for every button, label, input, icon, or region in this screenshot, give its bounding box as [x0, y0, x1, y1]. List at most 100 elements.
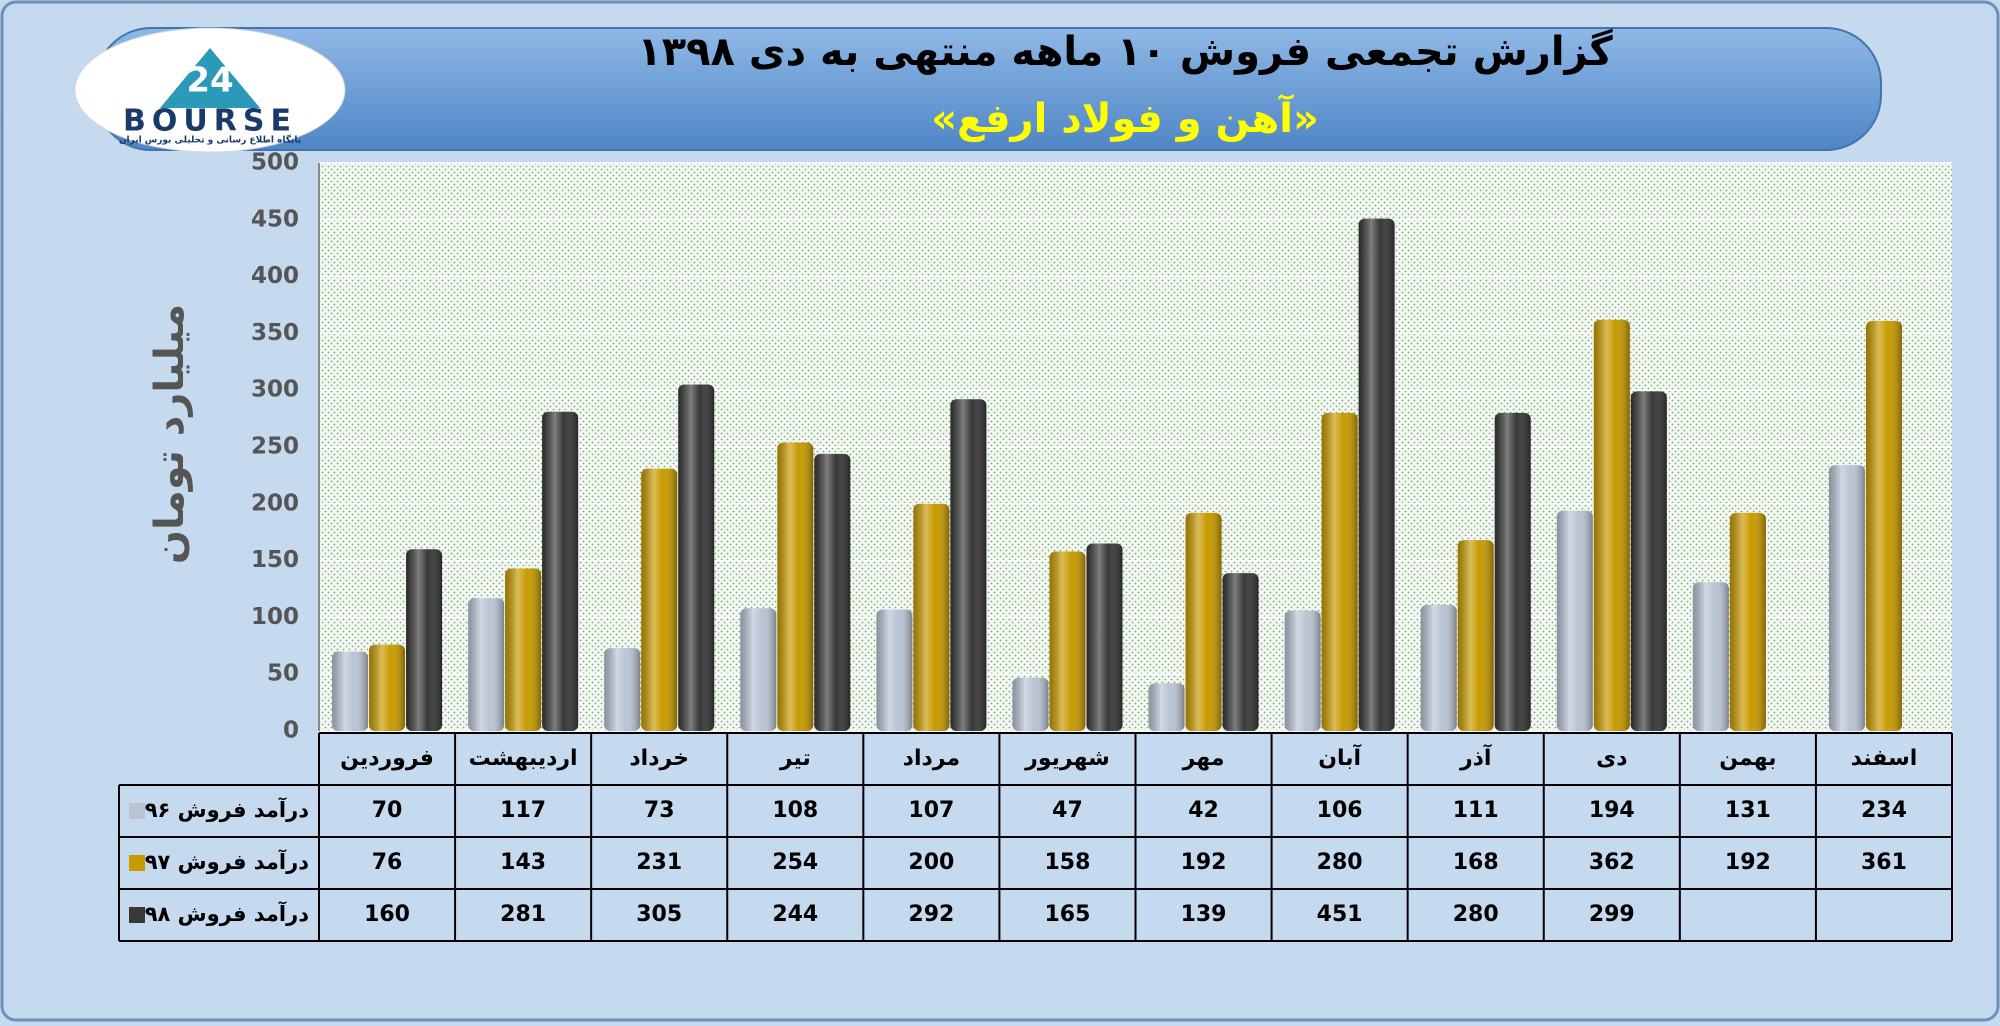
y-tick-label: 300	[251, 377, 299, 403]
x-tick-label: فروردین	[340, 746, 434, 771]
table-value: 165	[1044, 902, 1090, 927]
bar	[1284, 610, 1321, 731]
table-value: 73	[644, 798, 675, 823]
legend-swatch	[129, 803, 145, 819]
x-tick-label: بهمن	[1719, 746, 1776, 771]
y-tick-label: 500	[251, 150, 299, 176]
bar	[1494, 412, 1531, 731]
table-value: 305	[636, 902, 682, 927]
x-tick-label: مهر	[1182, 746, 1225, 771]
bar	[777, 442, 814, 731]
bar	[505, 568, 542, 731]
x-tick-label: مرداد	[903, 746, 960, 771]
table-value: 70	[372, 798, 403, 823]
table-value: 292	[908, 902, 954, 927]
bar	[406, 549, 443, 731]
table-value: 192	[1181, 850, 1227, 875]
bar	[1630, 391, 1667, 731]
bar	[1556, 510, 1593, 731]
logo-tagline: پایگاه اطلاع رسانی و تحلیلی بورس ایران	[119, 134, 301, 146]
legend-label: درآمد فروش ۹۷	[145, 849, 310, 874]
bar	[1148, 683, 1185, 731]
table-value: 361	[1861, 850, 1907, 875]
bar	[876, 609, 913, 731]
table-value: 280	[1317, 850, 1363, 875]
x-tick-label: دی	[1596, 746, 1627, 771]
table-value: 42	[1188, 798, 1219, 823]
bar	[1865, 320, 1902, 731]
table-value: 76	[372, 850, 403, 875]
y-tick-label: 150	[251, 547, 299, 573]
y-tick-label: 450	[251, 206, 299, 232]
x-tick-label: آبان	[1318, 743, 1361, 771]
table-value: 200	[908, 850, 954, 875]
bar	[1049, 551, 1086, 731]
x-tick-label: تیر	[779, 746, 811, 771]
bar	[1692, 582, 1729, 731]
bar	[542, 411, 579, 731]
x-tick-label: اردیبهشت	[469, 746, 578, 771]
table-value: 231	[636, 850, 682, 875]
bar	[1222, 573, 1259, 731]
legend-swatch	[129, 907, 145, 923]
x-tick-label: آذر	[1459, 743, 1492, 771]
table-value: 158	[1044, 850, 1090, 875]
chart-subtitle: «آهن و فولاد ارفع»	[931, 93, 1319, 142]
bar	[814, 453, 851, 731]
bar	[1420, 604, 1457, 731]
y-tick-label: 0	[283, 718, 299, 744]
table-value: 107	[908, 798, 954, 823]
bar	[950, 399, 987, 731]
bar	[1358, 218, 1395, 731]
bar	[332, 651, 369, 731]
bar	[369, 644, 406, 731]
bar	[641, 468, 678, 731]
y-tick-label: 350	[251, 320, 299, 346]
table-value: 362	[1589, 850, 1635, 875]
y-tick-label: 250	[251, 434, 299, 460]
legend-label: درآمد فروش ۹۸	[145, 901, 310, 926]
x-tick-label: اسفند	[1851, 746, 1918, 771]
bar	[1086, 543, 1123, 731]
table-value: 139	[1181, 902, 1227, 927]
x-tick-label: شهریور	[1024, 746, 1110, 771]
table-value: 234	[1861, 798, 1907, 823]
table-value: 160	[364, 902, 410, 927]
table-value: 254	[772, 850, 818, 875]
table-value: 106	[1317, 798, 1363, 823]
logo-shape	[160, 48, 260, 108]
table-value: 192	[1725, 850, 1771, 875]
chart-title: گزارش تجمعی فروش ۱۰ ماهه منتهی به دی ۱۳۹…	[637, 28, 1613, 75]
bar	[913, 503, 950, 731]
bar	[1729, 512, 1766, 731]
bar	[1457, 540, 1494, 731]
table-value: 117	[500, 798, 546, 823]
y-tick-label: 100	[251, 604, 299, 630]
y-axis-label: میلیارد تومان	[147, 304, 193, 564]
table-value: 131	[1725, 798, 1771, 823]
bar	[604, 648, 641, 731]
table-value: 194	[1589, 798, 1635, 823]
bar	[1321, 412, 1358, 731]
logo-mark: 24	[186, 61, 233, 101]
legend-swatch	[129, 855, 145, 871]
table-value: 168	[1453, 850, 1499, 875]
bar	[1593, 319, 1630, 731]
y-tick-label: 400	[251, 263, 299, 289]
table-value: 143	[500, 850, 546, 875]
table-value: 451	[1317, 902, 1363, 927]
bar	[740, 608, 777, 731]
bar	[678, 384, 715, 731]
bar	[1828, 465, 1865, 731]
y-tick-label: 50	[267, 661, 299, 687]
table-value: 108	[772, 798, 818, 823]
table-value: 281	[500, 902, 546, 927]
table-value: 280	[1453, 902, 1499, 927]
logo-name: BOURSE	[123, 104, 297, 139]
table-value: 244	[772, 902, 818, 927]
table-value: 111	[1453, 798, 1499, 823]
bar	[468, 598, 505, 731]
legend-label: درآمد فروش ۹۶	[145, 797, 310, 822]
